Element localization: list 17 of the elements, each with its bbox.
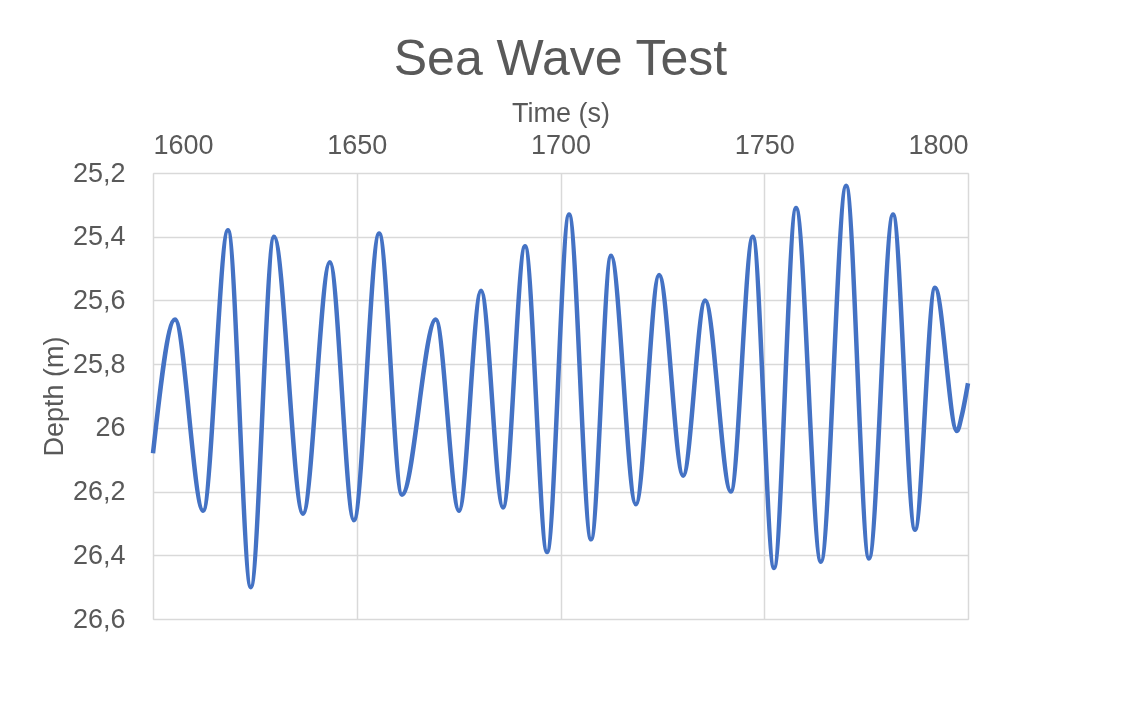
x-tick-label: 1600 (153, 129, 214, 160)
y-tick-label: 25,2 (72, 157, 126, 188)
x-axis-title: Time (s) (512, 97, 610, 128)
x-tick-label: 1800 (908, 129, 969, 160)
y-tick-label: 26,6 (72, 603, 126, 634)
x-tick-label: 1750 (734, 129, 795, 160)
y-tick-label: 26 (95, 412, 126, 443)
y-axis-title: Depth (m) (38, 336, 69, 457)
line-series (150, 183, 971, 590)
x-tick-label: 1650 (327, 129, 388, 160)
y-tick-label: 26,4 (72, 539, 126, 570)
x-tick-label: 1700 (530, 129, 592, 160)
y-tick-label: 26,2 (72, 476, 126, 507)
y-tick-label: 25,6 (72, 284, 126, 315)
y-tick-label: 25,8 (72, 348, 126, 379)
chart-title: Sea Wave Test (393, 30, 728, 86)
y-tick-label: 25,4 (72, 221, 126, 252)
